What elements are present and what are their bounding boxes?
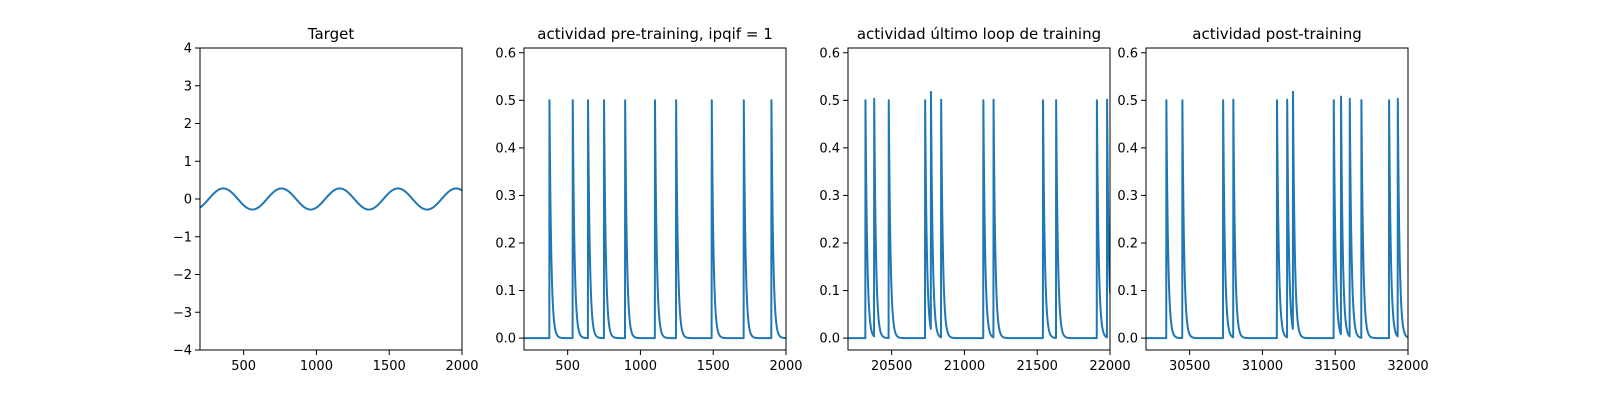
y-tick-label: −4 <box>173 344 192 359</box>
x-tick-label: 30500 <box>1169 359 1210 374</box>
y-tick-label: 0.1 <box>495 284 516 299</box>
panel-pre-training: actividad pre-training, ipqif = 1 500 100… <box>495 25 802 374</box>
panel-title: actividad post-training <box>1192 25 1361 43</box>
axes-frame <box>523 47 787 351</box>
y-tick-label: 0.4 <box>495 141 516 156</box>
panel-last-training-loop: actividad último loop de training 20500 2… <box>819 25 1130 374</box>
y-tick-label: 0.4 <box>1117 141 1138 156</box>
series-line <box>200 187 462 211</box>
y-tick-label: −2 <box>173 268 192 283</box>
y-tick-label: 3 <box>184 79 192 94</box>
x-tick-label: 2000 <box>445 359 478 374</box>
panel-title: Target <box>307 25 355 43</box>
x-tick-label: 21000 <box>944 359 985 374</box>
y-tick-label: 0 <box>184 193 192 208</box>
y-tick-label: 0.6 <box>495 46 516 61</box>
x-tick-label: 500 <box>555 359 580 374</box>
y-tick-label: 0.0 <box>1117 332 1138 347</box>
x-tick-label: 31500 <box>1315 359 1356 374</box>
y-tick-label: 0.3 <box>1117 189 1138 204</box>
series-line <box>848 90 1110 340</box>
y-tick-label: −3 <box>173 306 192 321</box>
x-tick-label: 31000 <box>1242 359 1283 374</box>
y-tick-label: 0.4 <box>819 141 840 156</box>
y-tick-label: 4 <box>184 42 192 57</box>
y-tick-label: 0.2 <box>819 236 840 251</box>
y-tick-label: 0.2 <box>495 236 516 251</box>
y-tick-label: 2 <box>184 117 192 132</box>
panel-post-training: actividad post-training 30500 31000 31500 3… <box>1117 25 1428 374</box>
y-tick-label: −1 <box>173 230 192 245</box>
axes-frame <box>847 47 1111 351</box>
x-tick-label: 32000 <box>1387 359 1428 374</box>
x-tick-label: 21500 <box>1017 359 1058 374</box>
x-tick-label: 1500 <box>373 359 406 374</box>
y-tick-label: 0.0 <box>819 332 840 347</box>
x-tick-label: 1000 <box>624 359 657 374</box>
x-tick-label: 500 <box>231 359 256 374</box>
y-tick-label: 0.1 <box>819 284 840 299</box>
x-tick-label: 1500 <box>697 359 730 374</box>
y-tick-label: 0.1 <box>1117 284 1138 299</box>
y-tick-label: 0.6 <box>819 46 840 61</box>
x-tick-label: 2000 <box>769 359 802 374</box>
panel-title: actividad último loop de training <box>857 25 1101 43</box>
series-line <box>1146 90 1408 340</box>
x-tick-label: 22000 <box>1089 359 1130 374</box>
y-tick-label: 1 <box>184 155 192 170</box>
y-tick-label: 0.2 <box>1117 236 1138 251</box>
y-tick-label: 0.5 <box>495 94 516 109</box>
y-tick-label: 0.0 <box>495 332 516 347</box>
series-line <box>524 99 786 340</box>
panel-title: actividad pre-training, ipqif = 1 <box>537 25 773 43</box>
axes-frame <box>1145 47 1409 351</box>
y-tick-label: 0.3 <box>819 189 840 204</box>
panel-target: Target 500 1000 1500 2000 −4 −3 −2 −1 0 1 2 3 4 <box>173 25 479 374</box>
x-tick-label: 1000 <box>300 359 333 374</box>
x-tick-label: 20500 <box>871 359 912 374</box>
y-tick-label: 0.5 <box>1117 94 1138 109</box>
y-tick-label: 0.6 <box>1117 46 1138 61</box>
y-tick-label: 0.5 <box>819 94 840 109</box>
y-tick-label: 0.3 <box>495 189 516 204</box>
